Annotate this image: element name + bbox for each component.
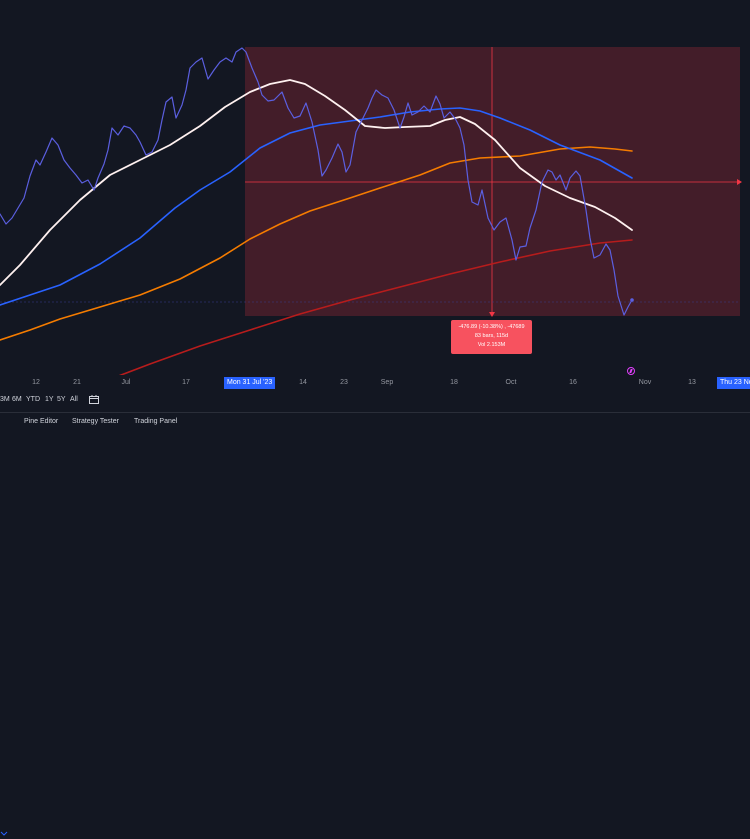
chart-area[interactable]: -476.89 (-10.38%) , -47689 83 bars, 115d…	[0, 0, 750, 375]
flash-icon[interactable]	[627, 367, 635, 375]
range-button-1y[interactable]: 1Y	[45, 396, 54, 403]
time-tick: 23	[340, 379, 348, 386]
range-button-3m[interactable]: 3M	[0, 396, 10, 403]
calendar-icon[interactable]	[89, 395, 99, 404]
range-button-all[interactable]: All	[70, 396, 78, 403]
time-tick: Jul	[121, 379, 131, 386]
tab-trading-panel[interactable]: Trading Panel	[134, 418, 178, 425]
time-tick: 16	[569, 379, 577, 386]
time-axis[interactable]: 12 21 Jul 17 Mon 31 Jul '23 14 23 Sep 18…	[0, 375, 750, 393]
price-last-point	[630, 298, 634, 302]
ema-orange-line	[0, 146, 633, 341]
tab-pine-editor[interactable]: Pine Editor	[24, 418, 59, 425]
time-tick: 21	[73, 379, 81, 386]
chevron-down-icon[interactable]	[0, 829, 8, 839]
measure-arrow-down	[489, 312, 495, 317]
ema-red-line	[118, 239, 633, 375]
time-tick: Oct	[505, 379, 517, 386]
time-tick: 18	[450, 379, 458, 386]
range-button-6m[interactable]: 6M	[12, 396, 22, 403]
measure-volume: Vol 2.153M	[477, 342, 506, 348]
date-range-bar: 3M 6M YTD 1Y 5Y All	[0, 393, 750, 407]
time-tick: 17	[182, 379, 190, 386]
measure-change: -476.89 (-10.38%) , -47689	[458, 324, 525, 330]
time-flag-end: Thu 23 Nov	[717, 377, 750, 389]
time-flag-start: Mon 31 Jul '23	[224, 377, 276, 389]
range-button-ytd[interactable]: YTD	[26, 396, 40, 403]
chart-canvas[interactable]	[0, 0, 750, 375]
measure-bars: 83 bars, 115d	[474, 333, 509, 339]
series-layer	[0, 47, 634, 375]
measure-rect	[245, 47, 740, 316]
ema-white-line	[0, 79, 633, 286]
measure-tool[interactable]	[0, 47, 742, 317]
ema-blue-line	[0, 107, 633, 306]
range-button-5y[interactable]: 5Y	[57, 396, 66, 403]
bottom-panel-tabs: Pine Editor Strategy Tester Trading Pane…	[0, 412, 750, 836]
measure-label: -476.89 (-10.38%) , -47689 83 bars, 115d…	[451, 320, 532, 354]
tab-strategy-tester[interactable]: Strategy Tester	[72, 418, 119, 425]
price-line	[0, 47, 633, 316]
time-tick: Sep	[380, 379, 394, 386]
time-tick: 14	[299, 379, 307, 386]
time-tick: Nov	[638, 379, 652, 386]
time-tick: 13	[688, 379, 696, 386]
time-tick: 12	[32, 379, 40, 386]
measure-arrow-right	[737, 179, 742, 185]
